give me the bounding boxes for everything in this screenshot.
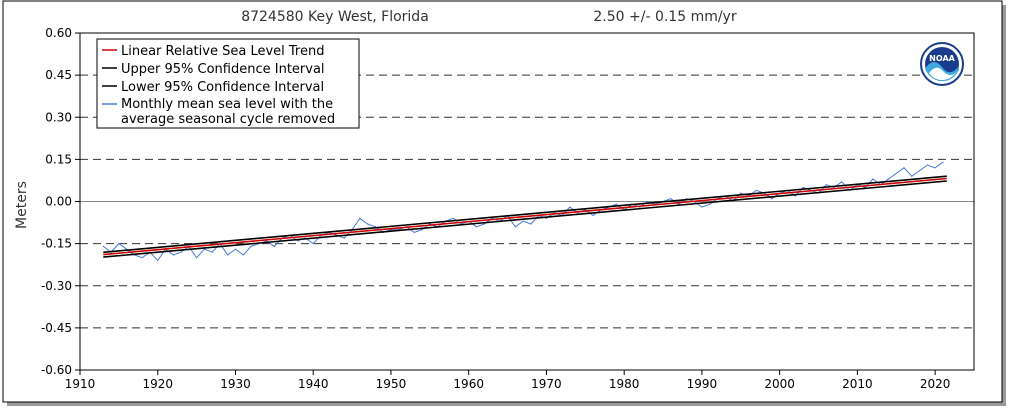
logo-text: NOAA — [929, 54, 955, 63]
y-axis-label: Meters — [14, 181, 30, 229]
x-tick-label: 1930 — [220, 377, 251, 391]
monthly-point — [413, 231, 415, 233]
plot-area — [79, 32, 975, 371]
monthly-point — [771, 198, 773, 200]
x-tick-label: 1970 — [531, 377, 562, 391]
y-tick-label: 0.00 — [45, 195, 72, 209]
monthly-point — [615, 203, 618, 205]
trend-rate: 2.50 +/- 0.15 mm/yr — [593, 9, 736, 25]
monthly-point — [343, 237, 345, 239]
monthly-point — [887, 178, 890, 180]
x-tick-label: 1920 — [142, 377, 173, 391]
monthly-point — [755, 189, 757, 191]
monthly-point — [359, 217, 361, 219]
y-tick-label: 0.15 — [45, 152, 72, 166]
monthly-point — [421, 229, 423, 231]
monthly-point — [297, 240, 299, 242]
x-tick-label: 2000 — [764, 377, 795, 391]
monthly-point — [919, 170, 921, 172]
legend-label-monthly-2: average seasonal cycle removed — [121, 112, 335, 127]
monthly-point — [157, 259, 159, 262]
monthly-point — [196, 257, 198, 259]
monthly-point — [273, 245, 275, 247]
x-tick-label: 2010 — [842, 377, 873, 391]
monthly-point — [250, 245, 252, 247]
monthly-point — [942, 161, 944, 163]
legend: Linear Relative Sea Level Trend Upper 95… — [96, 38, 360, 129]
monthly-point — [732, 200, 734, 203]
series-line-0 — [103, 177, 947, 256]
monthly-point — [522, 220, 524, 222]
monthly-point — [102, 245, 104, 247]
monthly-point — [203, 248, 205, 250]
x-tick-label: 1910 — [65, 377, 96, 391]
y-tick-label: 0.60 — [45, 26, 72, 40]
monthly-point — [118, 243, 120, 245]
monthly-point — [367, 223, 369, 225]
monthly-point — [833, 186, 835, 189]
y-tick-label: -0.30 — [41, 279, 72, 293]
monthly-point — [211, 251, 213, 253]
y-tick-label: 0.30 — [45, 110, 72, 124]
y-tick-label: 0.45 — [45, 68, 72, 82]
monthly-point — [429, 223, 431, 225]
monthly-point — [841, 181, 843, 183]
monthly-point — [475, 226, 478, 228]
monthly-point — [802, 186, 804, 189]
monthly-point — [234, 248, 237, 250]
x-tick-label: 1990 — [687, 377, 718, 391]
y-tick-label: -0.60 — [41, 363, 72, 377]
legend-box — [96, 38, 360, 129]
x-tick-label: 1940 — [298, 377, 329, 391]
x-tick-label: 1980 — [609, 377, 640, 391]
monthly-point — [227, 254, 229, 256]
logo-gull — [929, 67, 956, 80]
monthly-point — [934, 167, 936, 169]
legend-label-monthly: Monthly mean sea level with the — [121, 97, 333, 112]
monthly-point — [312, 243, 314, 245]
y-tick-label: -0.45 — [41, 321, 72, 335]
monthly-point — [242, 254, 244, 256]
monthly-point — [794, 195, 796, 197]
monthly-point — [646, 200, 649, 203]
legend-label-trend: Linear Relative Sea Level Trend — [121, 44, 324, 59]
x-tick-label: 1960 — [453, 377, 484, 391]
noaa-logo: NOAA — [920, 42, 964, 86]
monthly-point — [452, 217, 454, 219]
monthly-point — [895, 172, 897, 174]
y-tick-label: -0.15 — [41, 237, 72, 251]
monthly-point — [740, 192, 742, 194]
monthly-point — [180, 251, 182, 253]
monthly-point — [483, 223, 485, 225]
monthly-point — [141, 257, 143, 259]
monthly-point — [670, 198, 672, 200]
axis-ticks: 0.60 0.45 0.30 0.15 0.00 -0.15 -0.30 -0.45 -0.60… — [41, 26, 950, 391]
monthly-point — [569, 206, 571, 208]
chart-title: 8724580 Key West, Florida — [241, 9, 429, 25]
monthly-point — [825, 184, 827, 186]
monthly-point — [911, 175, 913, 177]
series-layer — [102, 161, 947, 262]
monthly-point — [530, 223, 532, 225]
legend-label-lower: Lower 95% Confidence Interval — [121, 80, 324, 95]
x-tick-label: 1950 — [376, 377, 407, 391]
legend-label-upper: Upper 95% Confidence Interval — [121, 62, 325, 77]
monthly-point — [872, 178, 874, 180]
monthly-point — [592, 214, 594, 217]
monthly-point — [709, 203, 711, 205]
monthly-point — [701, 206, 703, 208]
monthly-point — [545, 217, 548, 219]
monthly-point — [926, 164, 929, 166]
monthly-point — [903, 167, 905, 169]
monthly-point — [172, 254, 174, 256]
series-line-2 — [103, 180, 947, 258]
monthly-point — [514, 226, 516, 228]
x-tick-label: 2020 — [920, 377, 951, 391]
series-line-1 — [103, 175, 947, 254]
